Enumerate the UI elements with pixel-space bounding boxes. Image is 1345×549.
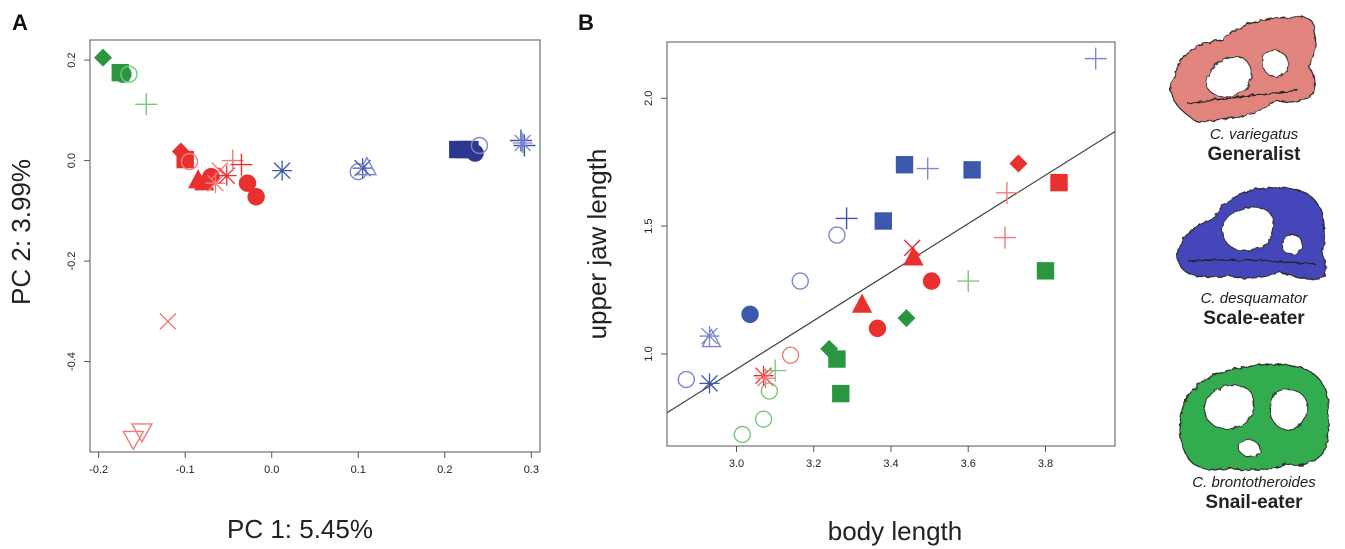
x-tick-label: 3.8 bbox=[1038, 458, 1053, 470]
species-role: Scale-eater bbox=[1203, 308, 1305, 329]
data-point-circle bbox=[120, 65, 138, 83]
data-point-asterisk bbox=[205, 173, 226, 194]
data-point-plus bbox=[835, 207, 858, 230]
data-point-circle bbox=[760, 382, 779, 400]
x-tick-label: 3.2 bbox=[806, 458, 821, 470]
data-point-square bbox=[828, 350, 846, 368]
data-point-circle bbox=[828, 226, 846, 244]
pink-fish-skull-icon bbox=[1169, 16, 1317, 123]
data-point-circle bbox=[238, 174, 257, 192]
data-point-triangle-down bbox=[122, 430, 145, 451]
data-point-circle bbox=[470, 136, 489, 155]
data-point-circle bbox=[677, 370, 696, 389]
data-point-plus bbox=[916, 157, 939, 180]
data-point-plus bbox=[995, 181, 1018, 204]
x-tick-label: 0.2 bbox=[437, 464, 452, 476]
y-tick-label: 1.0 bbox=[643, 346, 655, 361]
x-tick-label: 3.6 bbox=[961, 458, 976, 470]
y-axis-label-a: PC 2: 3.99% bbox=[6, 159, 36, 305]
x-tick-label: 0.3 bbox=[524, 464, 539, 476]
x-tick-label: -0.1 bbox=[176, 464, 195, 476]
data-point-circle bbox=[754, 410, 773, 428]
scatter-points-a bbox=[93, 48, 536, 451]
data-point-asterisk bbox=[512, 133, 533, 153]
data-point-cross bbox=[903, 239, 921, 257]
species-caption-snail-eater: C. brontotheroides Snail-eater bbox=[1154, 474, 1345, 514]
y-axis-label-b: upper jaw length bbox=[582, 149, 612, 340]
x-tick-label: 0.0 bbox=[264, 464, 279, 476]
blue-fish-skull-icon bbox=[1176, 186, 1327, 280]
data-point-diamond bbox=[897, 309, 916, 328]
x-axis-label-b: body length bbox=[828, 516, 962, 546]
y-tick-label: -0.4 bbox=[66, 352, 78, 371]
data-point-circle bbox=[791, 272, 809, 290]
species-name: C. desquamator bbox=[1200, 290, 1308, 307]
y-tick-label: -0.2 bbox=[66, 252, 78, 271]
species-caption-generalist: C. variegatus Generalist bbox=[1154, 126, 1345, 166]
data-point-plus bbox=[957, 270, 980, 293]
data-point-asterisk bbox=[352, 158, 373, 179]
y-tick-label: 1.5 bbox=[643, 218, 655, 233]
panel-b-letter: B bbox=[578, 10, 594, 35]
species-role: Generalist bbox=[1207, 144, 1301, 165]
data-point-square bbox=[832, 384, 850, 403]
data-point-triangle bbox=[356, 156, 378, 176]
data-point-circle bbox=[114, 65, 132, 83]
data-point-plus bbox=[993, 226, 1016, 249]
data-point-asterisk bbox=[755, 368, 776, 389]
y-tick-label: 0.2 bbox=[66, 52, 78, 67]
data-point-circle bbox=[868, 319, 887, 338]
y-tick-label: 0.0 bbox=[66, 153, 78, 168]
data-point-plus bbox=[764, 359, 787, 382]
panel-a: A -0.2 -0.1 0.0 0.1 0.2 0.3 -0.4 -0.2 0.0 0.2 PC … bbox=[6, 10, 541, 544]
data-point-circle bbox=[733, 425, 752, 444]
x-tick-label: -0.2 bbox=[89, 464, 108, 476]
data-point-triangle bbox=[903, 246, 924, 266]
data-point-square bbox=[1050, 173, 1068, 192]
data-point-square bbox=[895, 156, 914, 174]
data-point-circle bbox=[922, 272, 941, 290]
data-point-circle bbox=[741, 305, 759, 324]
data-point-diamond bbox=[1009, 154, 1028, 173]
data-point-circle bbox=[180, 152, 199, 171]
axis-ticks-a: -0.2 -0.1 0.0 0.1 0.2 0.3 -0.4 -0.2 0.0 0.2 bbox=[66, 52, 539, 476]
data-point-circle bbox=[247, 188, 265, 206]
data-point-square bbox=[963, 161, 981, 179]
data-point-square bbox=[1036, 262, 1055, 280]
scatter-points-b bbox=[677, 47, 1107, 444]
x-axis-label-a: PC 1: 5.45% bbox=[227, 514, 373, 544]
x-tick-label: 3.4 bbox=[883, 458, 898, 470]
data-point-diamond bbox=[93, 48, 112, 67]
species-name: C. brontotheroides bbox=[1192, 474, 1316, 491]
data-point-cross bbox=[159, 312, 177, 330]
data-point-circle bbox=[781, 346, 800, 364]
data-point-asterisk bbox=[699, 326, 720, 347]
data-point-asterisk bbox=[699, 373, 720, 394]
data-point-asterisk bbox=[272, 160, 293, 181]
panel-b: B 3.0 3.2 3.4 3.6 3.8 1.0 1.5 2.0 body length u… bbox=[578, 10, 1116, 546]
data-point-square bbox=[874, 212, 892, 230]
data-point-plus bbox=[221, 149, 244, 172]
species-name: C. variegatus bbox=[1209, 126, 1299, 143]
panel-a-letter: A bbox=[12, 10, 28, 35]
x-tick-label: 3.0 bbox=[729, 458, 744, 470]
y-tick-label: 2.0 bbox=[643, 91, 655, 106]
data-point-plus bbox=[230, 153, 253, 176]
regression-line bbox=[666, 130, 1116, 414]
data-point-triangle bbox=[701, 328, 722, 348]
axis-ticks-b: 3.0 3.2 3.4 3.6 3.8 1.0 1.5 2.0 bbox=[643, 91, 1053, 470]
data-point-triangle-down bbox=[130, 423, 154, 444]
plot-frame-a bbox=[89, 39, 541, 453]
data-point-asterisk bbox=[216, 165, 237, 186]
data-point-plus bbox=[135, 93, 158, 116]
data-point-plus bbox=[1084, 47, 1107, 70]
plot-frame-b bbox=[666, 41, 1116, 447]
species-role: Snail-eater bbox=[1205, 492, 1303, 513]
data-point-triangle bbox=[851, 293, 873, 313]
green-fish-skull-icon bbox=[1179, 363, 1330, 471]
x-tick-label: 0.1 bbox=[351, 464, 366, 476]
species-caption-scale-eater: C. desquamator Scale-eater bbox=[1154, 290, 1345, 330]
